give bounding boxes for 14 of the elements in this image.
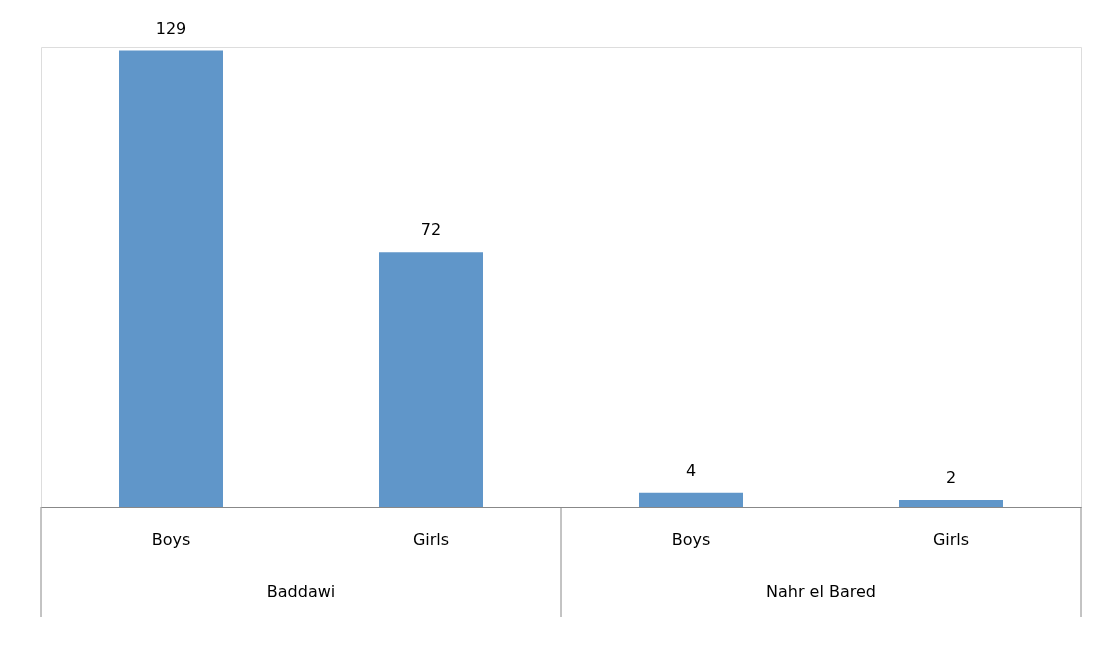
- data-label: 129: [155, 18, 187, 38]
- bar: [899, 499, 1003, 507]
- x-tick-label: Boys: [671, 529, 711, 549]
- bar: [119, 50, 223, 507]
- bar: [379, 252, 483, 507]
- x-tick-label: Girls: [412, 529, 450, 549]
- data-label: 2: [945, 467, 957, 487]
- x-tick-label: Boys: [151, 529, 191, 549]
- bar: [639, 492, 743, 507]
- data-label: 72: [420, 220, 442, 240]
- x-tick-label: Girls: [932, 529, 970, 549]
- text: Nahr el Bared: [766, 582, 876, 601]
- data-label: 4: [685, 460, 697, 480]
- text: Baddawi: [266, 582, 336, 601]
